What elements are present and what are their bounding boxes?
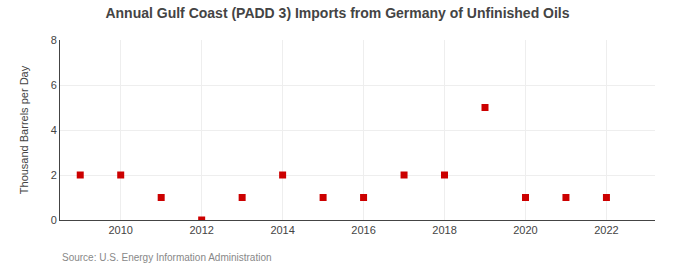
svg-text:2018: 2018	[432, 224, 456, 236]
svg-text:2: 2	[51, 169, 57, 181]
svg-text:2016: 2016	[351, 224, 375, 236]
svg-text:4: 4	[51, 124, 57, 136]
svg-text:2020: 2020	[513, 224, 537, 236]
svg-text:2012: 2012	[189, 224, 213, 236]
svg-text:Thousand Barrels per Day: Thousand Barrels per Day	[18, 65, 30, 194]
svg-text:8: 8	[51, 34, 57, 46]
svg-text:2010: 2010	[108, 224, 132, 236]
svg-text:Annual Gulf Coast (PADD 3) Imp: Annual Gulf Coast (PADD 3) Imports from …	[105, 5, 569, 21]
svg-text:2022: 2022	[594, 224, 618, 236]
svg-text:6: 6	[51, 79, 57, 91]
svg-text:Source: U.S. Energy Informatio: Source: U.S. Energy Information Administ…	[62, 252, 272, 263]
svg-text:0: 0	[51, 214, 57, 226]
svg-text:2014: 2014	[270, 224, 294, 236]
